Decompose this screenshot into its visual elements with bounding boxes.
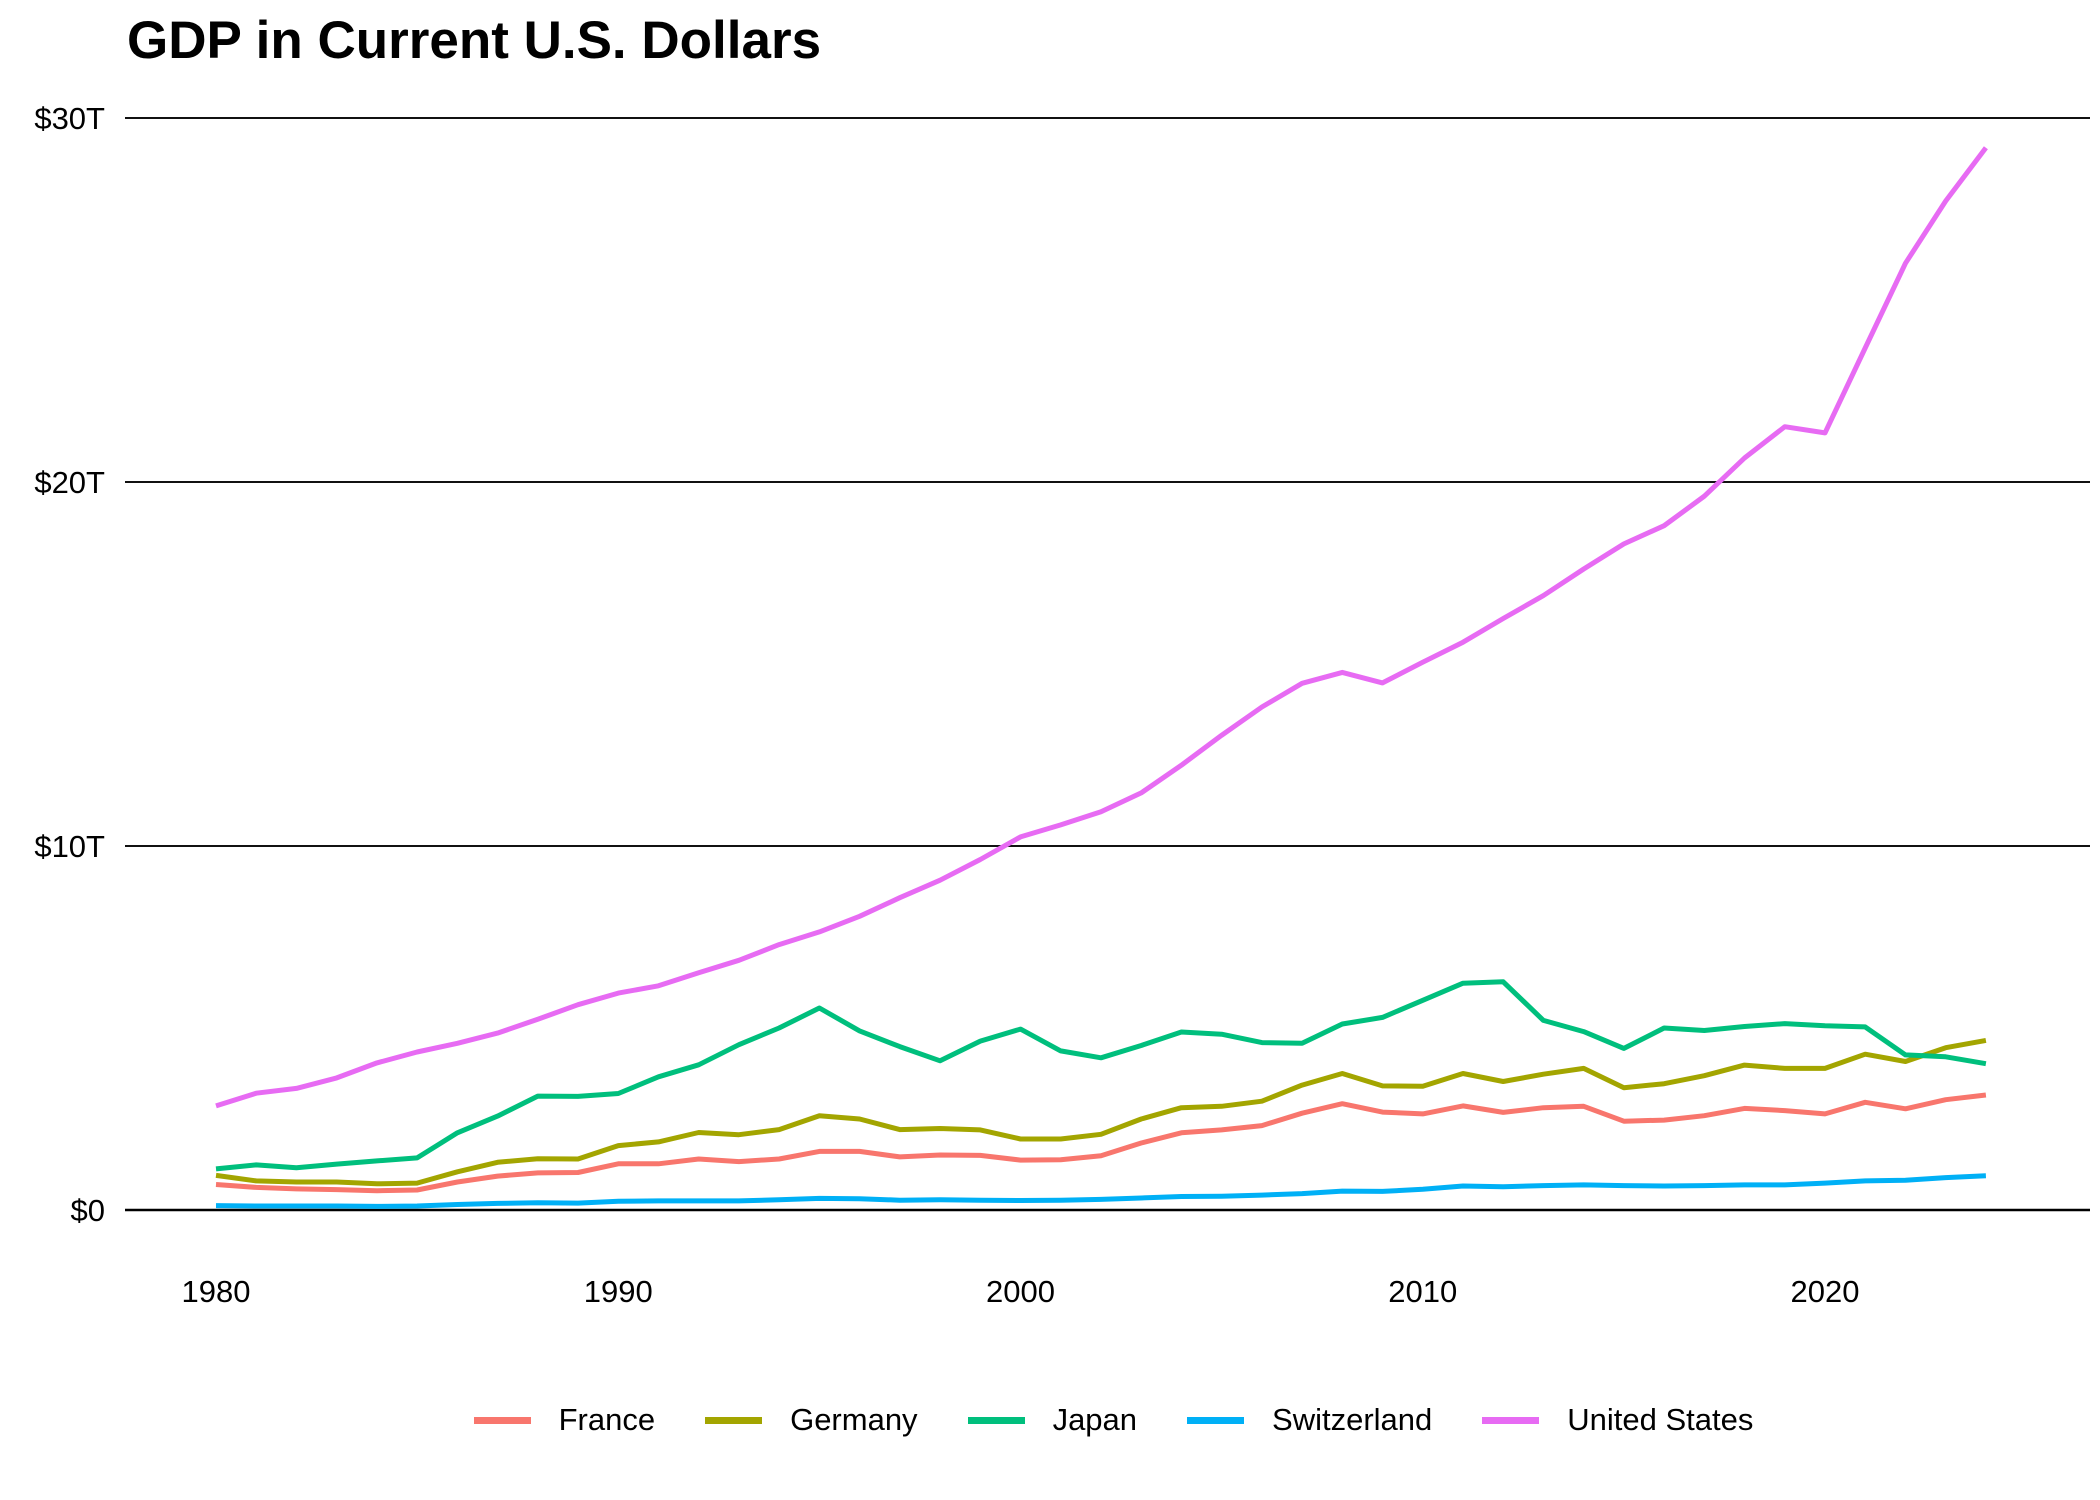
legend-swatch-france <box>473 1416 531 1424</box>
legend-swatch-united-states <box>1482 1416 1540 1424</box>
legend: France Germany Japan Switzerland United Stat… <box>127 1392 2100 1448</box>
legend-item-germany: Germany <box>705 1402 918 1438</box>
legend-label-france: France <box>558 1402 656 1437</box>
legend-label-switzerland: Switzerland <box>1272 1402 1433 1437</box>
series-line-switzerland <box>215 1173 1987 1209</box>
legend-label-united-states: United States <box>1567 1402 1754 1437</box>
series-line-japan <box>215 979 1987 1172</box>
legend-swatch-japan <box>967 1416 1025 1424</box>
y-tick-label-30t: $30T <box>34 101 105 136</box>
x-tick-label-1980: 1980 <box>182 1274 251 1309</box>
series-line-germany <box>215 1037 1987 1187</box>
legend-swatch-switzerland <box>1187 1416 1245 1424</box>
legend-item-japan: Japan <box>967 1402 1138 1438</box>
legend-item-united-states: United States <box>1482 1402 1753 1438</box>
legend-swatch-germany <box>705 1416 763 1424</box>
y-tick-label-0t: $0 <box>71 1193 105 1228</box>
series-line-france <box>215 1092 1987 1194</box>
legend-label-germany: Germany <box>790 1402 918 1437</box>
x-tick-label-2020: 2020 <box>1791 1274 1860 1309</box>
x-tick-label-2010: 2010 <box>1388 1274 1457 1309</box>
x-tick-label-2000: 2000 <box>986 1274 1055 1309</box>
x-tick-label-1990: 1990 <box>584 1274 653 1309</box>
y-tick-label-20t: $20T <box>34 465 105 500</box>
chart-title: GDP in Current U.S. Dollars <box>127 11 822 70</box>
legend-label-japan: Japan <box>1052 1402 1138 1437</box>
legend-item-switzerland: Switzerland <box>1187 1402 1432 1438</box>
y-tick-label-10t: $10T <box>34 829 105 864</box>
legend-item-france: France <box>473 1402 656 1438</box>
series-line-united-states <box>215 146 1988 1109</box>
